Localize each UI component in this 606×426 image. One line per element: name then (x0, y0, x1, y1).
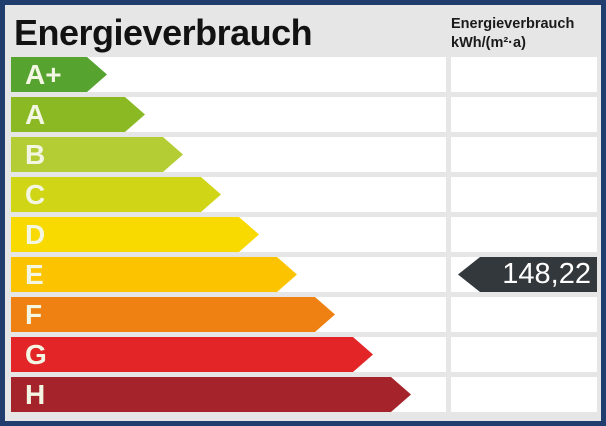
label-header: Energieverbrauch Energieverbrauch kWh/(m… (5, 5, 601, 57)
rating-grade-label: G (25, 338, 47, 370)
rating-grade-label: F (25, 298, 43, 330)
value-cell (451, 217, 597, 252)
rating-grade-label: A (25, 98, 46, 130)
value-cell (451, 377, 597, 412)
rating-band: F (11, 297, 446, 332)
rating-row: A (11, 97, 597, 132)
rating-arrow: H (11, 377, 411, 412)
unit-header: Energieverbrauch kWh/(m²·a) (451, 11, 597, 57)
value-cell (451, 297, 597, 332)
value-cell (451, 177, 597, 212)
rating-row: D (11, 217, 597, 252)
value-cell (451, 97, 597, 132)
rating-arrow: A+ (11, 57, 107, 92)
rating-band: A+ (11, 57, 446, 92)
rating-arrow: A (11, 97, 145, 132)
value-cell (451, 337, 597, 372)
value-marker: 148,22 (458, 257, 597, 292)
rating-arrow: C (11, 177, 221, 212)
rating-row: F (11, 297, 597, 332)
rating-arrow: D (11, 217, 259, 252)
value-cell (451, 57, 597, 92)
rating-row: G (11, 337, 597, 372)
unit-header-line2: kWh/(m²·a) (451, 35, 526, 51)
rating-arrow: G (11, 337, 373, 372)
rating-grade-label: B (25, 138, 46, 170)
rating-row: C (11, 177, 597, 212)
rating-arrow: E (11, 257, 297, 292)
unit-header-line1: Energieverbrauch (451, 16, 575, 32)
value-text: 148,22 (502, 258, 591, 290)
rating-band: G (11, 337, 446, 372)
rating-grade-label: A+ (25, 58, 62, 90)
rating-band: H (11, 377, 446, 412)
rating-band: A (11, 97, 446, 132)
rating-arrow: B (11, 137, 183, 172)
rating-grade-label: H (25, 378, 46, 410)
rating-grade-label: D (25, 218, 46, 250)
rating-row: B (11, 137, 597, 172)
rating-band: E (11, 257, 446, 292)
value-cell: 148,22 (451, 257, 597, 292)
page-title: Energieverbrauch (14, 12, 313, 53)
rating-grade-label: C (25, 178, 46, 210)
rating-grade-label: E (25, 258, 44, 290)
rating-band: D (11, 217, 446, 252)
rating-scale: A+ A B C D (5, 57, 601, 412)
rating-arrow: F (11, 297, 335, 332)
rating-row: H (11, 377, 597, 412)
rating-band: B (11, 137, 446, 172)
rating-band: C (11, 177, 446, 212)
value-cell (451, 137, 597, 172)
rating-row: E 148,22 (11, 257, 597, 292)
rating-row: A+ (11, 57, 597, 92)
